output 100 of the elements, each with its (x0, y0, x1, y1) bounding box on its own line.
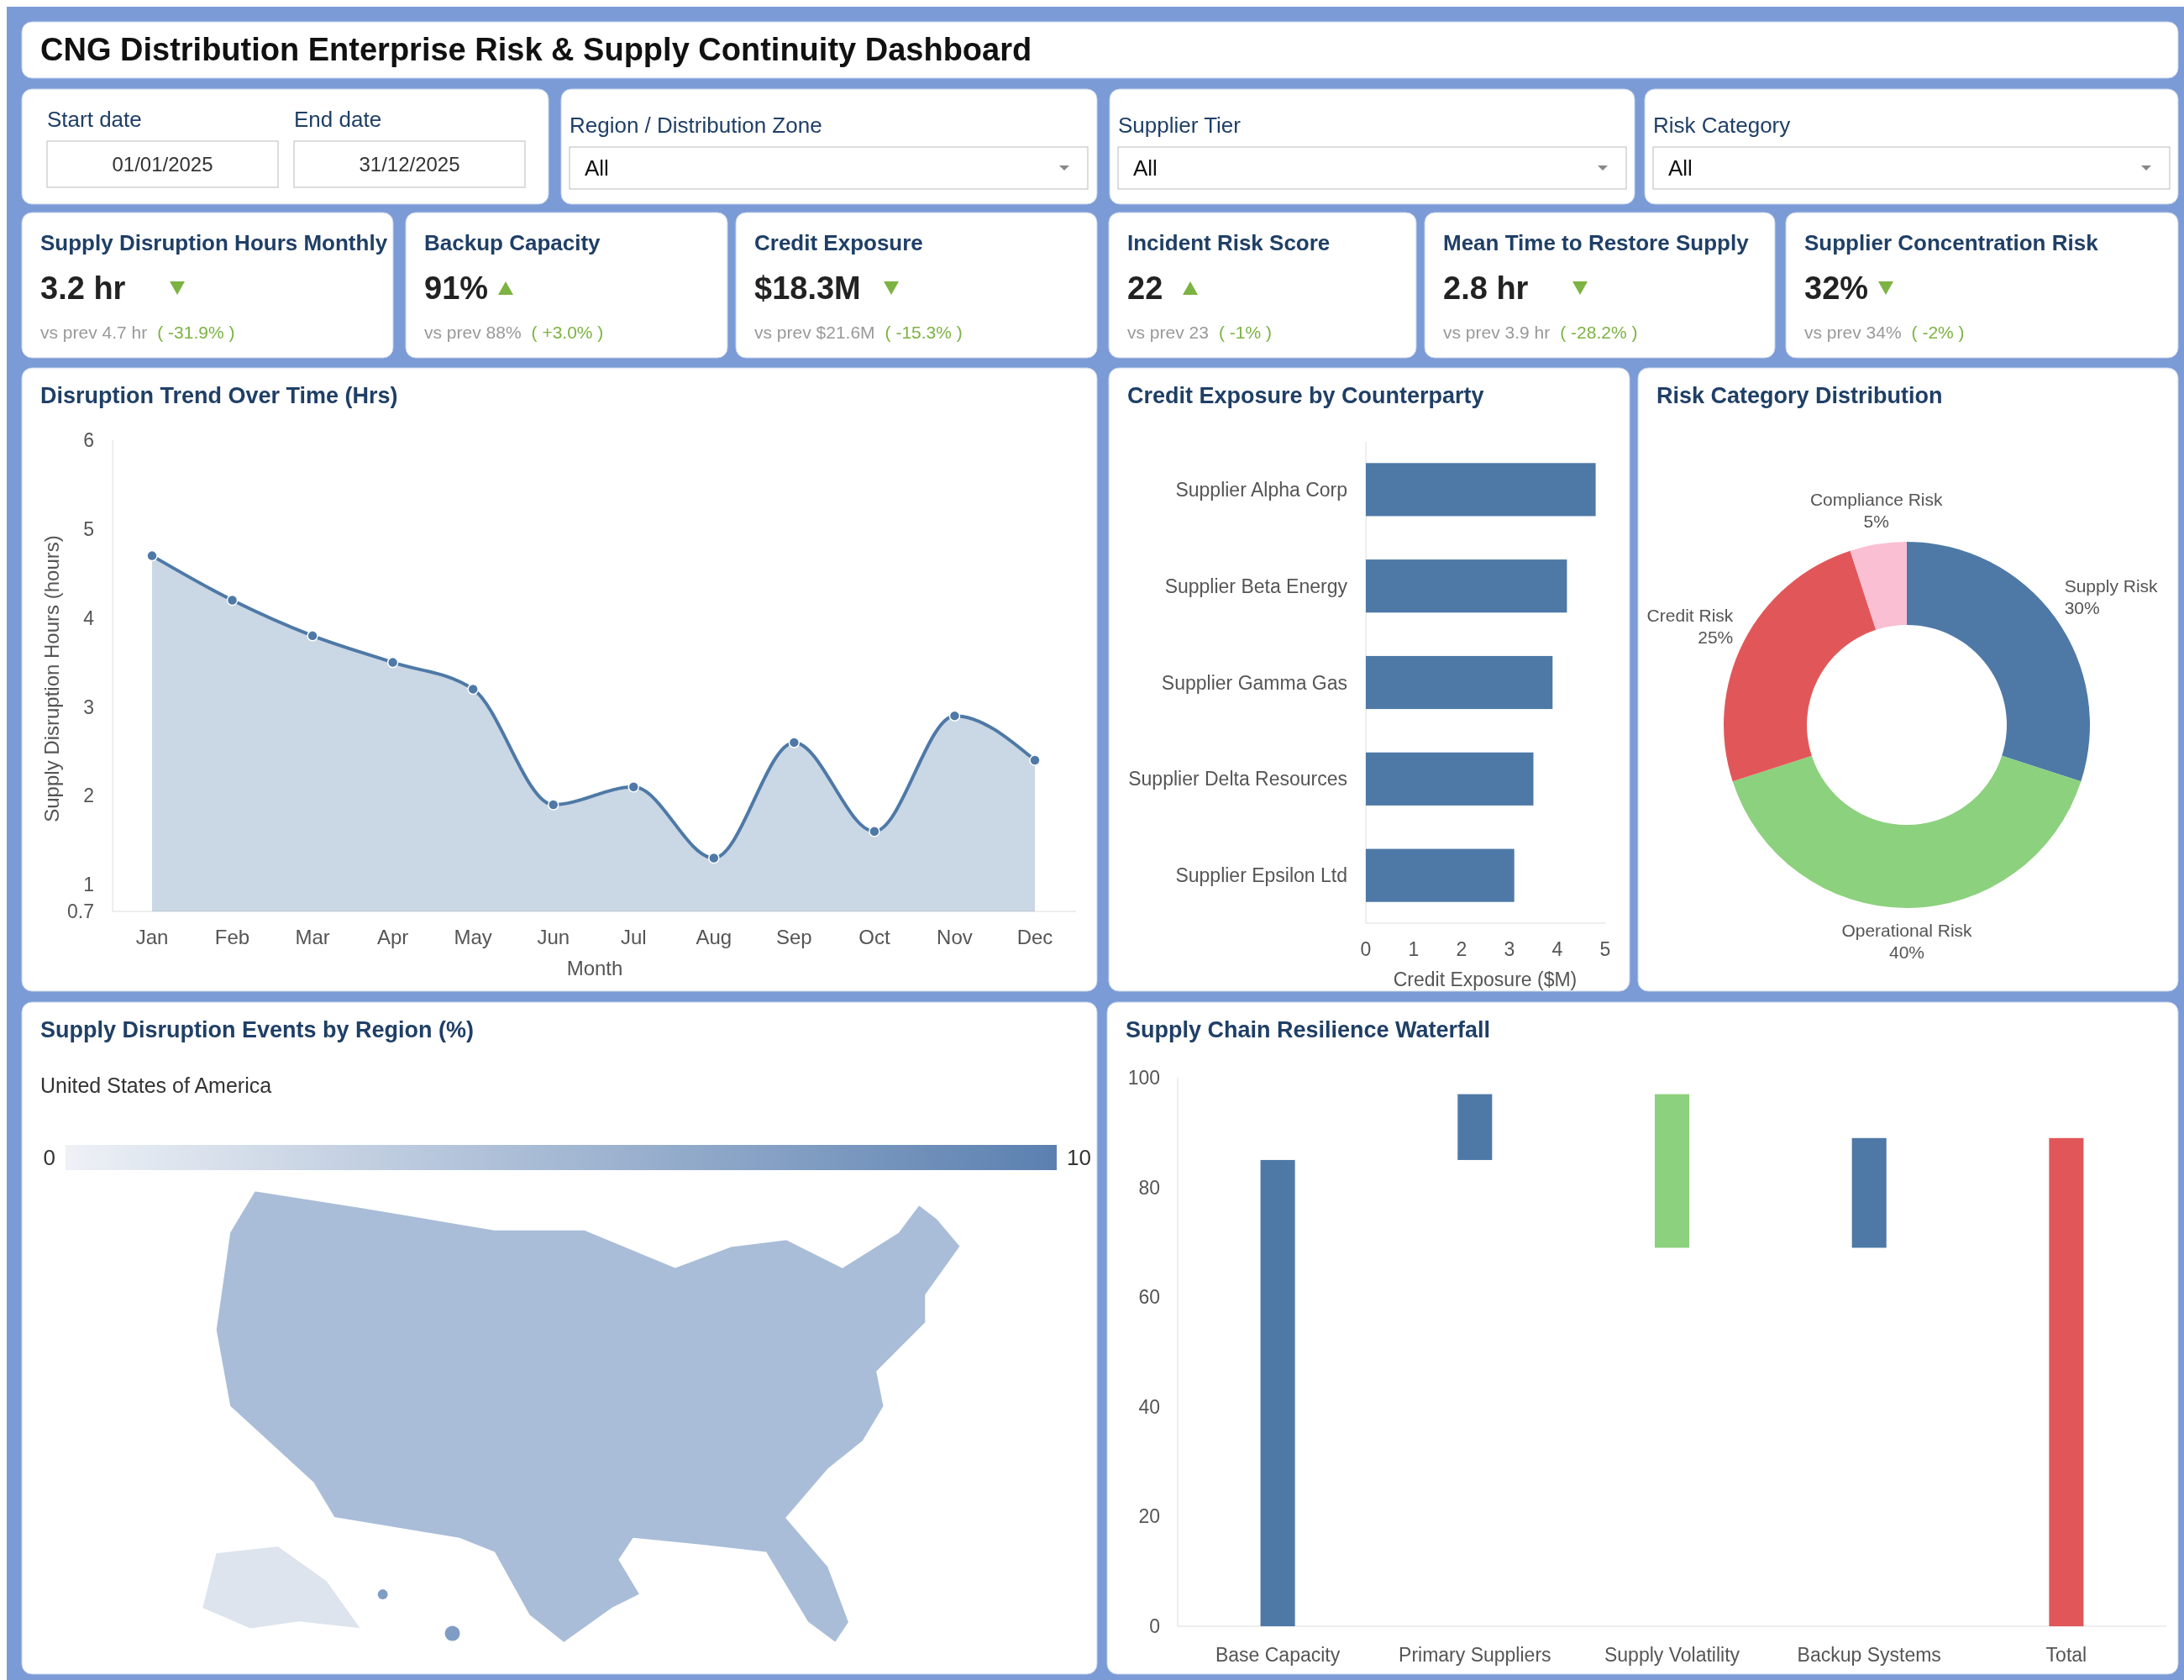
x-tick-label: 4 (1551, 938, 1563, 960)
chart-title: Credit Exposure by Counterparty (1127, 383, 1484, 408)
point (708, 852, 720, 864)
x-tick-label: Apr (376, 926, 409, 948)
slice-label: Credit Risk (1646, 605, 1734, 625)
x-tick-label: Jun (537, 926, 570, 948)
text: CNG Distribution Enterprise Risk & Supply Continuity Dashboard (40, 32, 1032, 67)
text: Region / Distribution Zone (570, 113, 822, 138)
y-tick-label: 60 (1138, 1286, 1160, 1309)
text: vs prev 23 (1127, 323, 1209, 342)
slice-label: Compliance Risk (1809, 490, 1943, 510)
x-tick-label: Mar (295, 926, 330, 948)
slice-label: Supply Risk (2064, 576, 2159, 596)
text: All (585, 155, 609, 181)
y-tick-label: 2 (83, 785, 94, 807)
x-tick-label: 0 (1360, 938, 1372, 960)
y-tick-label: 5 (83, 517, 94, 540)
point (386, 656, 399, 669)
text: Supply Disruption Events by Region (%) (40, 1017, 475, 1042)
text: 32% (1804, 270, 1869, 306)
text: Incident Risk Score (1127, 230, 1331, 255)
point (788, 737, 801, 748)
bar (1366, 848, 1515, 902)
text: Supply Disruption Hours Monthly (40, 230, 388, 255)
x-tick-label: 1 (1408, 938, 1420, 960)
text: ( -31.9% ) (157, 323, 235, 342)
donut-slice (1732, 755, 2082, 908)
text: Risk Category (1653, 113, 1791, 138)
y-tick-label: 20 (1138, 1505, 1160, 1528)
x-axis-title: Month (566, 957, 623, 979)
point (146, 549, 158, 562)
y-tick-label: Supplier Epsilon Ltd (1175, 864, 1347, 887)
text: vs prev 34% (1804, 323, 1902, 342)
point (547, 799, 559, 811)
text: 2.8 hr (1443, 270, 1529, 306)
x-tick-label: Sep (776, 926, 812, 948)
text: Supplier Concentration Risk (1804, 230, 2099, 255)
bar (1366, 752, 1534, 806)
point (1029, 754, 1041, 766)
y-tick-label: Supplier Beta Energy (1164, 575, 1348, 597)
y-tick-label: Supplier Alpha Corp (1175, 478, 1347, 501)
y-tick-label: 40 (1138, 1395, 1160, 1418)
y-axis-title: Supply Disruption Hours (hours) (40, 535, 63, 822)
y-tick-label: 4 (83, 606, 95, 629)
text: $18.3M (754, 270, 861, 306)
chart-title: Risk Category Distribution (1656, 383, 1943, 408)
x-tick-label: Supply Volatility (1604, 1644, 1740, 1666)
text: Credit Exposure (754, 230, 923, 255)
text: 3.2 hr (40, 270, 126, 306)
data-label: 5% (1863, 512, 1889, 532)
point (467, 683, 479, 696)
x-axis-title: Credit Exposure ($M) (1393, 969, 1578, 990)
bar (1366, 559, 1567, 613)
y-tick-label: 80 (1138, 1176, 1160, 1199)
bar (2049, 1137, 2084, 1626)
text: vs prev 4.7 hr (40, 323, 148, 342)
x-tick-label: Feb (214, 926, 250, 948)
text: All (1668, 155, 1693, 181)
x-tick-label: Base Capacity (1215, 1644, 1341, 1666)
text: ( -2% ) (1911, 323, 1965, 342)
data-label: 30% (2064, 598, 2100, 618)
y-tick-label: Supplier Gamma Gas (1161, 671, 1347, 694)
text: Supplier Tier (1118, 113, 1242, 138)
x-tick-label: Primary Suppliers (1399, 1644, 1551, 1666)
bar (1654, 1094, 1690, 1248)
text: 31/12/2025 (359, 153, 460, 176)
text: 10 (1067, 1145, 1091, 1170)
x-tick-label: 5 (1599, 938, 1611, 960)
y-tick-label: 0 (1149, 1615, 1160, 1637)
text: United States of America (40, 1074, 272, 1097)
point (307, 630, 318, 642)
x-tick-label: Oct (858, 926, 890, 948)
chart-title: Disruption Trend Over Time (Hrs) (40, 383, 398, 408)
y-tick-label: 0.7 (67, 900, 94, 922)
text: 0 (43, 1145, 55, 1170)
bar (1366, 655, 1553, 710)
x-tick-label: Aug (696, 926, 732, 948)
chart-title: Supply Chain Resilience Waterfall (1126, 1017, 1491, 1042)
x-tick-label: Jan (135, 926, 169, 948)
data-label: 40% (1888, 942, 1925, 962)
bar (1457, 1094, 1493, 1160)
y-tick-label: Supplier Delta Resources (1128, 768, 1347, 790)
text: vs prev 88% (424, 323, 522, 342)
text: All (1133, 155, 1158, 181)
text: Mean Time to Restore Supply (1443, 230, 1750, 255)
text: Start date (47, 107, 142, 132)
text: End date (294, 107, 382, 132)
point (226, 594, 239, 606)
text: 01/01/2025 (112, 153, 213, 176)
x-tick-label: Jul (620, 926, 647, 948)
y-tick-label: 3 (83, 696, 94, 718)
x-tick-label: Nov (937, 926, 973, 948)
x-tick-label: Dec (1016, 926, 1053, 948)
text: Backup Capacity (424, 230, 601, 255)
y-tick-label: 100 (1127, 1067, 1160, 1089)
text: vs prev $21.6M (754, 323, 875, 342)
data-label: 25% (1698, 627, 1734, 647)
x-tick-label: Total (2045, 1644, 2087, 1666)
y-tick-label: 6 (83, 429, 94, 451)
x-tick-label: 2 (1456, 938, 1467, 960)
